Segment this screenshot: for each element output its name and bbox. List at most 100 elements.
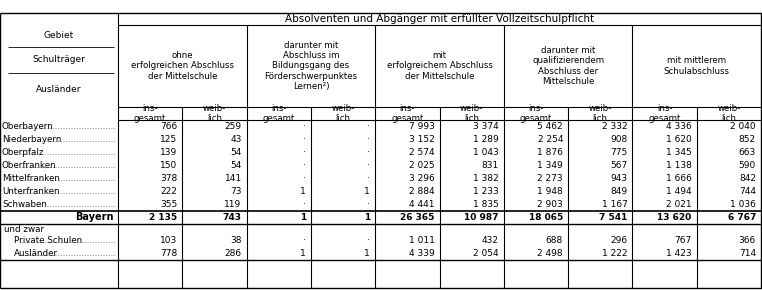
Text: 567: 567 xyxy=(610,161,627,170)
Text: 139: 139 xyxy=(160,148,178,157)
Text: 1 835: 1 835 xyxy=(473,200,499,209)
Text: weib-
lich: weib- lich xyxy=(588,104,612,123)
Text: 222: 222 xyxy=(161,187,178,196)
Text: Oberbayern: Oberbayern xyxy=(2,122,54,131)
Text: 38: 38 xyxy=(230,236,242,245)
Text: 4 336: 4 336 xyxy=(666,122,692,131)
Text: ·: · xyxy=(303,236,306,245)
Text: 1: 1 xyxy=(300,249,306,258)
Text: ins-
gesamt: ins- gesamt xyxy=(391,104,424,123)
Text: Absolventen und Abgänger mit erfüllter Vollzeitschulpflicht: Absolventen und Abgänger mit erfüllter V… xyxy=(285,14,594,24)
Text: 54: 54 xyxy=(230,148,242,157)
Text: 2 903: 2 903 xyxy=(537,200,563,209)
Text: Niederbayern: Niederbayern xyxy=(2,135,62,144)
Text: Oberfranken: Oberfranken xyxy=(2,161,56,170)
Text: 4 441: 4 441 xyxy=(409,200,434,209)
Text: 688: 688 xyxy=(546,236,563,245)
Text: 1: 1 xyxy=(364,187,370,196)
Text: 849: 849 xyxy=(610,187,627,196)
Text: 775: 775 xyxy=(610,148,627,157)
Text: ………………………………: ……………………………… xyxy=(20,122,116,131)
Text: 378: 378 xyxy=(160,174,178,183)
Text: 1 948: 1 948 xyxy=(537,187,563,196)
Text: ………………………………: ……………………………… xyxy=(20,135,116,144)
Text: 355: 355 xyxy=(160,200,178,209)
Text: 432: 432 xyxy=(482,236,499,245)
Text: Mittelfranken: Mittelfranken xyxy=(2,174,60,183)
Text: 2 498: 2 498 xyxy=(537,249,563,258)
Text: mit
erfolgreichem Abschluss
der Mittelschule: mit erfolgreichem Abschluss der Mittelsc… xyxy=(386,51,492,81)
Text: 1: 1 xyxy=(299,213,306,222)
Text: 1 011: 1 011 xyxy=(408,236,434,245)
Text: 1 233: 1 233 xyxy=(473,187,499,196)
Text: weib-
lich: weib- lich xyxy=(460,104,483,123)
Text: 1 666: 1 666 xyxy=(666,174,692,183)
Text: 1 349: 1 349 xyxy=(537,161,563,170)
Text: 3 152: 3 152 xyxy=(408,135,434,144)
Text: darunter mit
qualifizierendem
Abschluss der
Mittelschule: darunter mit qualifizierendem Abschluss … xyxy=(532,46,604,86)
Text: 908: 908 xyxy=(610,135,627,144)
Text: ………………………………: ……………………………… xyxy=(20,200,116,209)
Text: weib-
lich: weib- lich xyxy=(717,104,741,123)
Text: Schulträger: Schulträger xyxy=(33,55,85,64)
Text: 1 345: 1 345 xyxy=(666,148,692,157)
Text: ins-
gesamt: ins- gesamt xyxy=(134,104,166,123)
Text: 125: 125 xyxy=(160,135,178,144)
Text: 1: 1 xyxy=(300,187,306,196)
Text: Bayern: Bayern xyxy=(75,213,114,222)
Text: ·: · xyxy=(367,200,370,209)
Text: ·: · xyxy=(367,174,370,183)
Text: 663: 663 xyxy=(738,148,756,157)
Text: Ausländer: Ausländer xyxy=(37,86,82,95)
Text: 2 025: 2 025 xyxy=(409,161,434,170)
Text: 943: 943 xyxy=(610,174,627,183)
Text: 73: 73 xyxy=(230,187,242,196)
Text: 2 574: 2 574 xyxy=(409,148,434,157)
Text: 2 040: 2 040 xyxy=(730,122,756,131)
Text: ·: · xyxy=(303,135,306,144)
Text: ins-
gesamt: ins- gesamt xyxy=(648,104,680,123)
Text: 2 254: 2 254 xyxy=(538,135,563,144)
Text: ·: · xyxy=(303,122,306,131)
Text: 714: 714 xyxy=(739,249,756,258)
Text: ·: · xyxy=(303,148,306,157)
Text: ·: · xyxy=(303,174,306,183)
Text: ·: · xyxy=(303,161,306,170)
Text: 150: 150 xyxy=(160,161,178,170)
Text: 1 289: 1 289 xyxy=(473,135,499,144)
Text: ohne
erfolgreichen Abschluss
der Mittelschule: ohne erfolgreichen Abschluss der Mittels… xyxy=(131,51,234,81)
Text: weib-
lich: weib- lich xyxy=(331,104,355,123)
Text: ………………………………: ……………………………… xyxy=(20,174,116,183)
Text: mit mittlerem
Schulabschluss: mit mittlerem Schulabschluss xyxy=(664,56,730,76)
Text: weib-
lich: weib- lich xyxy=(203,104,226,123)
Text: 43: 43 xyxy=(230,135,242,144)
Text: 7 993: 7 993 xyxy=(408,122,434,131)
Text: 1 138: 1 138 xyxy=(666,161,692,170)
Text: Schwaben: Schwaben xyxy=(2,200,47,209)
Text: 141: 141 xyxy=(225,174,242,183)
Text: 5 462: 5 462 xyxy=(537,122,563,131)
Text: 1 876: 1 876 xyxy=(537,148,563,157)
Text: Oberpfalz: Oberpfalz xyxy=(2,148,44,157)
Text: 10 987: 10 987 xyxy=(464,213,499,222)
Text: 18 065: 18 065 xyxy=(529,213,563,222)
Text: 1 423: 1 423 xyxy=(666,249,692,258)
Text: ………………………………: ……………………………… xyxy=(20,148,116,157)
Text: 590: 590 xyxy=(738,161,756,170)
Text: und zwar: und zwar xyxy=(4,224,44,233)
Text: 842: 842 xyxy=(739,174,756,183)
Text: 366: 366 xyxy=(738,236,756,245)
Text: 2 054: 2 054 xyxy=(473,249,499,258)
Text: ·: · xyxy=(303,200,306,209)
Text: 2 884: 2 884 xyxy=(409,187,434,196)
Text: 286: 286 xyxy=(225,249,242,258)
Text: ………………………………: ……………………………… xyxy=(20,161,116,170)
Text: ………………………………: ……………………………… xyxy=(20,249,116,258)
Text: 1 382: 1 382 xyxy=(473,174,499,183)
Text: 2 273: 2 273 xyxy=(537,174,563,183)
Text: 743: 743 xyxy=(223,213,242,222)
Text: 3 374: 3 374 xyxy=(473,122,499,131)
Text: ins-
gesamt: ins- gesamt xyxy=(263,104,295,123)
Text: 1: 1 xyxy=(364,249,370,258)
Text: 119: 119 xyxy=(224,200,242,209)
